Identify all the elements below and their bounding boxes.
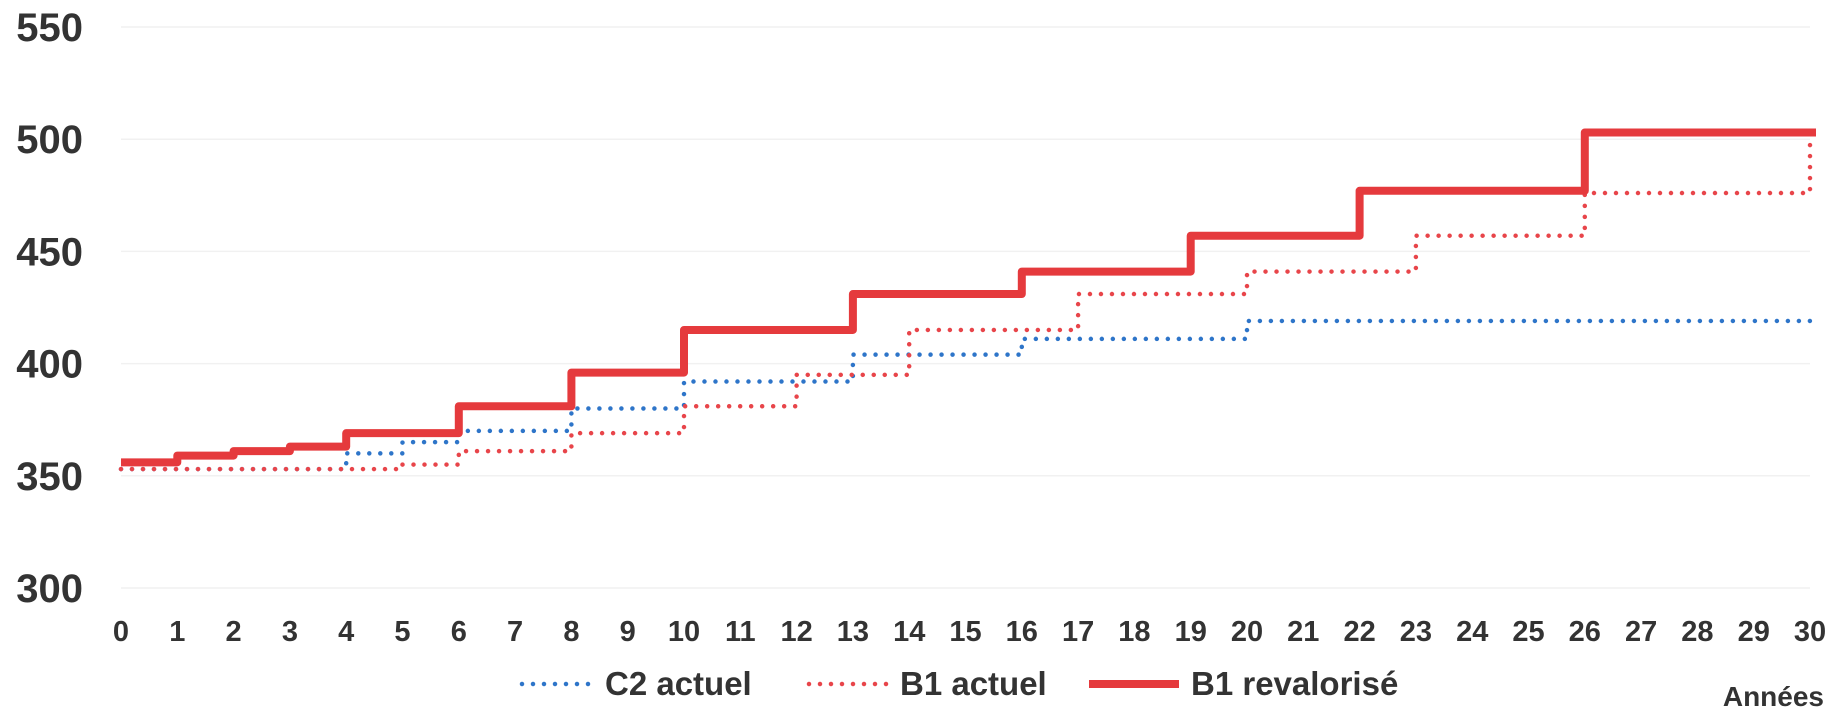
y-tick-label: 300 <box>16 567 83 611</box>
x-tick-label: 3 <box>282 616 298 648</box>
x-axis-ticks: 0 1 2 3 4 5 6 7 8 9 10 11 12 13 14 15 16 17 18 19 20 21 22 23 24… <box>113 616 1826 648</box>
x-tick-label: 18 <box>1118 616 1150 648</box>
x-tick-label: 14 <box>893 616 925 648</box>
x-tick-label: 21 <box>1287 616 1319 648</box>
x-tick-label: 4 <box>338 616 354 648</box>
x-tick-label: 5 <box>394 616 410 648</box>
x-tick-label: 24 <box>1456 616 1488 648</box>
x-tick-label: 17 <box>1062 616 1094 648</box>
series-line-0 <box>118 318 1819 472</box>
legend-label-0: C2 actuel <box>605 665 752 702</box>
x-tick-label: 22 <box>1343 616 1375 648</box>
legend-label-1: B1 actuel <box>900 665 1047 702</box>
series-line-1 <box>118 130 1819 472</box>
x-tick-label: 20 <box>1231 616 1263 648</box>
x-tick-label: 1 <box>169 616 185 648</box>
legend-label-2: B1 revalorisé <box>1191 665 1398 702</box>
x-tick-label: 28 <box>1681 616 1713 648</box>
x-tick-label: 2 <box>226 616 242 648</box>
x-tick-label: 15 <box>949 616 981 648</box>
y-tick-label: 350 <box>16 455 83 499</box>
y-tick-label: 400 <box>16 343 83 387</box>
legend: C2 actuel B1 actuel B1 revalorisé <box>519 665 1398 702</box>
x-tick-label: 29 <box>1738 616 1770 648</box>
y-tick-label: 450 <box>16 230 83 274</box>
x-tick-label: 25 <box>1512 616 1544 648</box>
x-tick-label: 16 <box>1006 616 1038 648</box>
series-lines <box>118 128 1819 472</box>
x-tick-label: 10 <box>668 616 700 648</box>
x-tick-label: 27 <box>1625 616 1657 648</box>
x-tick-label: 12 <box>780 616 812 648</box>
x-tick-label: 19 <box>1175 616 1207 648</box>
x-tick-label: 23 <box>1400 616 1432 648</box>
x-tick-label: 7 <box>507 616 523 648</box>
x-tick-label: 8 <box>563 616 579 648</box>
y-axis-ticks: 300 350 400 450 500 550 <box>16 6 83 611</box>
x-tick-label: 26 <box>1569 616 1601 648</box>
y-tick-label: 500 <box>16 118 83 162</box>
x-tick-label: 13 <box>837 616 869 648</box>
x-tick-label: 6 <box>451 616 467 648</box>
y-tick-label: 550 <box>16 6 83 50</box>
x-tick-label: 11 <box>725 616 756 648</box>
x-axis-label: Années <box>1723 681 1824 712</box>
x-tick-label: 0 <box>113 616 129 648</box>
gridlines <box>121 26 1810 589</box>
x-tick-label: 30 <box>1794 616 1826 648</box>
series-line-2 <box>121 128 1816 467</box>
x-tick-label: 9 <box>620 616 636 648</box>
